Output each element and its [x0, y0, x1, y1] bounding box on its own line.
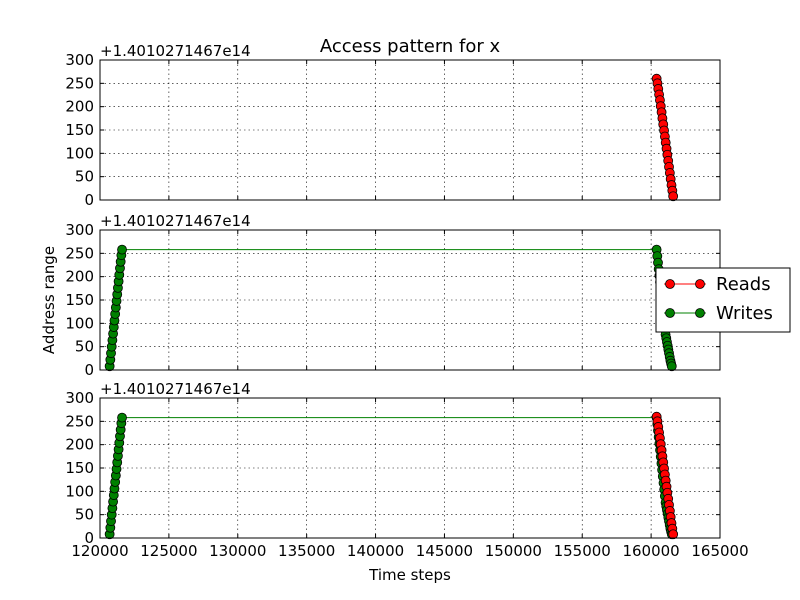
legend-reads-marker — [695, 279, 705, 289]
subplot-2: 0 50 100 150 200 250 300 +1.4010271467e14 — [65, 212, 721, 379]
legend-writes-marker — [665, 308, 675, 318]
x-tick-label: 135000 — [278, 542, 335, 560]
subplot-3: 0 50 100 150 200 250 300 +1.4010271467e14 120000… — [65, 380, 748, 560]
y-tick-label: 300 — [65, 221, 94, 239]
x-tick-label: 150000 — [485, 542, 542, 560]
legend: Reads Writes — [655, 267, 791, 333]
data-point — [668, 529, 679, 540]
legend-writes-marker — [695, 308, 705, 318]
series-reads — [651, 411, 679, 540]
legend-writes-label: Writes — [716, 303, 773, 324]
x-tick-label: 120000 — [71, 542, 128, 560]
x-tick-label: 125000 — [140, 542, 197, 560]
y-offset-label: +1.4010271467e14 — [100, 42, 251, 60]
data-point — [666, 361, 677, 372]
legend-box — [655, 267, 791, 333]
grid-lines — [100, 60, 720, 200]
y-tick-label: 300 — [65, 51, 94, 69]
y-axis-label: Address range — [40, 246, 58, 354]
x-tick-label: 145000 — [416, 542, 473, 560]
y-tick-label: 150 — [65, 459, 94, 477]
x-axis-label: Time steps — [368, 566, 451, 584]
grid-lines — [100, 230, 720, 370]
y-tick-label: 100 — [65, 482, 94, 500]
y-tick-label: 150 — [65, 291, 94, 309]
series-line — [109, 249, 673, 367]
series-reads — [651, 73, 679, 202]
y-tick-label: 0 — [84, 361, 94, 379]
y-tick-label: 100 — [65, 144, 94, 162]
chart-title: Access pattern for x — [320, 36, 501, 57]
series-writes — [104, 412, 677, 540]
x-tick-label: 130000 — [209, 542, 266, 560]
y-tick-label: 250 — [65, 412, 94, 430]
legend-reads-marker — [665, 279, 675, 289]
y-tick-label: 0 — [84, 529, 94, 547]
y-tick-label: 200 — [65, 436, 94, 454]
data-point — [668, 191, 679, 202]
plot-frame — [99, 59, 721, 201]
y-tick-label: 150 — [65, 121, 94, 139]
y-tick-label: 50 — [75, 168, 94, 186]
series-line — [109, 417, 673, 535]
data-point — [117, 244, 127, 255]
subplot-1: 0 50 100 150 200 250 300 +1.4010271467e14 — [65, 42, 721, 209]
grid-lines — [100, 398, 720, 538]
x-tick-label: 140000 — [347, 542, 404, 560]
legend-reads-label: Reads — [716, 274, 771, 295]
y-offset-label: +1.4010271467e14 — [100, 212, 251, 230]
series-writes — [104, 244, 677, 372]
panels-group: 0 50 100 150 200 250 300 +1.4010271467e14 0 50 100… — [65, 42, 748, 560]
y-offset-label: +1.4010271467e14 — [100, 380, 251, 398]
y-tick-label: 200 — [65, 268, 94, 286]
data-point — [117, 412, 127, 423]
x-tick-label: 155000 — [554, 542, 611, 560]
y-tick-label: 300 — [65, 389, 94, 407]
y-tick-label: 50 — [75, 338, 94, 356]
y-tick-label: 250 — [65, 74, 94, 92]
y-tick-label: 100 — [65, 314, 94, 332]
plot-frame — [99, 397, 721, 539]
x-tick-label: 165000 — [691, 542, 748, 560]
y-tick-label: 200 — [65, 98, 94, 116]
y-tick-label: 50 — [75, 506, 94, 524]
y-tick-label: 250 — [65, 244, 94, 262]
x-tick-label: 160000 — [622, 542, 679, 560]
y-tick-label: 0 — [84, 191, 94, 209]
